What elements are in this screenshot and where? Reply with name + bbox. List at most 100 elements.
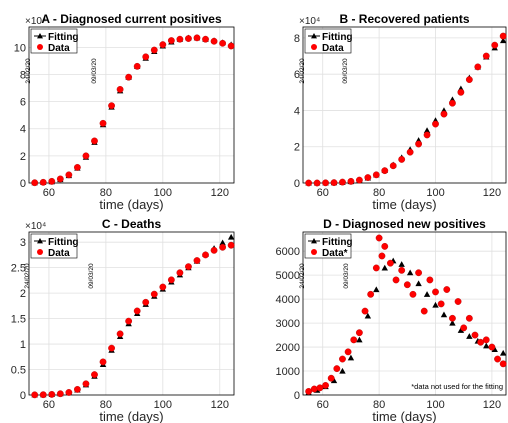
data-point bbox=[372, 171, 380, 179]
date-annotation: 09/03/20 bbox=[342, 58, 349, 84]
axes-frame bbox=[28, 26, 235, 184]
x-tick-label: 120 bbox=[483, 399, 501, 411]
x-tick-label: 80 bbox=[100, 399, 112, 411]
y-tick-label: 2 bbox=[20, 288, 26, 300]
date-annotation: 24/02/20 bbox=[25, 58, 32, 84]
fitting-point bbox=[398, 261, 405, 267]
y-tick-label: 0 bbox=[294, 390, 300, 402]
legend-data-marker bbox=[37, 249, 43, 255]
data-point bbox=[330, 179, 338, 187]
legend-fitting-marker bbox=[37, 238, 43, 244]
data-point bbox=[159, 41, 167, 49]
x-tick-label: 100 bbox=[154, 399, 172, 411]
data-point bbox=[488, 343, 496, 351]
data-point bbox=[381, 167, 389, 175]
y-tick-label: 1 bbox=[20, 339, 26, 351]
fitting-point bbox=[449, 319, 456, 326]
legend-fitting-marker bbox=[311, 33, 317, 39]
x-tick-label: 80 bbox=[373, 399, 385, 411]
legend-label: Fitting bbox=[48, 32, 79, 43]
fitting-point bbox=[457, 327, 465, 333]
data-point bbox=[474, 63, 482, 71]
series-data bbox=[31, 34, 235, 187]
x-tick-label: 100 bbox=[154, 187, 172, 199]
x-tick-label: 120 bbox=[483, 187, 501, 199]
data-point bbox=[142, 298, 150, 306]
x-axis-label: time (days) bbox=[372, 197, 436, 212]
fitting-point bbox=[423, 291, 431, 297]
data-point bbox=[423, 131, 431, 139]
chart-title: C - Deaths bbox=[102, 217, 162, 231]
fitting-point bbox=[491, 346, 498, 353]
date-annotation: 24/02/20 bbox=[299, 263, 306, 289]
data-point bbox=[347, 177, 355, 185]
legend-data-marker bbox=[37, 44, 43, 50]
data-point bbox=[392, 276, 400, 284]
legend-label: Fitting bbox=[322, 32, 353, 43]
y-tick-label: 0 bbox=[294, 178, 300, 190]
data-point bbox=[142, 53, 150, 61]
grid bbox=[29, 27, 234, 184]
data-point bbox=[344, 348, 352, 356]
chart-panel-3: 60 80 100 120 0 0.5 1 1.5 2 2.5 3 ×10⁴ C - Deaths tim… bbox=[11, 217, 235, 423]
date-annotation: 09/03/20 bbox=[88, 263, 95, 289]
footnote: *data not used for the fitting bbox=[411, 382, 503, 391]
date-annotation: 24/02/20 bbox=[299, 58, 306, 84]
x-tick-label: 120 bbox=[211, 399, 229, 411]
legend-data-marker bbox=[311, 44, 317, 50]
data-point bbox=[398, 266, 406, 274]
data-point bbox=[350, 336, 358, 344]
data-point bbox=[193, 34, 201, 42]
chart-title: A - Diagnosed current positives bbox=[41, 12, 222, 26]
data-point bbox=[426, 276, 434, 284]
legend-label: Fitting bbox=[48, 237, 79, 248]
y-tick-label: 6 bbox=[294, 69, 300, 81]
data-point bbox=[125, 73, 133, 81]
x-tick-label: 60 bbox=[317, 187, 329, 199]
x-tick-label: 80 bbox=[100, 187, 112, 199]
fitting-point bbox=[432, 301, 439, 308]
fitting-point bbox=[381, 264, 388, 271]
data-point bbox=[108, 102, 115, 110]
x-tick-label: 100 bbox=[426, 187, 444, 199]
legend-data-marker bbox=[311, 249, 317, 255]
data-point bbox=[116, 86, 124, 93]
y-tick-label: 3000 bbox=[276, 318, 300, 330]
y-tick-label: 6000 bbox=[276, 246, 300, 258]
data-point bbox=[420, 307, 428, 315]
data-point bbox=[305, 179, 313, 187]
date-annotation: 24/02/20 bbox=[24, 263, 31, 289]
data-point bbox=[176, 269, 184, 277]
y-tick-label: 4000 bbox=[276, 294, 300, 306]
data-point bbox=[310, 385, 318, 393]
data-point bbox=[454, 298, 462, 305]
axes-frame bbox=[302, 231, 507, 396]
fitting-point bbox=[423, 127, 431, 133]
fitting-point bbox=[499, 349, 507, 356]
data-point bbox=[477, 338, 485, 346]
chart-panel-2: 60 80 100 120 0 2 4 6 8 ×10⁴ B - Recovered patient… bbox=[294, 12, 507, 212]
series-data bbox=[305, 32, 507, 187]
data-point bbox=[193, 257, 201, 264]
data-point bbox=[31, 391, 39, 399]
x-tick-label: 60 bbox=[317, 399, 329, 411]
x-tick-label: 100 bbox=[426, 399, 444, 411]
data-point bbox=[219, 243, 227, 251]
data-point bbox=[465, 314, 473, 322]
data-point bbox=[91, 137, 98, 145]
data-point bbox=[333, 365, 341, 373]
x-tick-label: 80 bbox=[373, 187, 385, 199]
legend-fitting-marker bbox=[311, 238, 317, 244]
data-point bbox=[82, 380, 90, 388]
data-point bbox=[378, 252, 386, 260]
legend-label: Data bbox=[48, 248, 70, 259]
data-point bbox=[133, 62, 141, 70]
x-axis-label: time (days) bbox=[99, 409, 163, 423]
fitting-point bbox=[219, 239, 226, 246]
data-point bbox=[74, 385, 81, 393]
x-axis-label: time (days) bbox=[99, 197, 163, 212]
data-point bbox=[91, 371, 98, 379]
